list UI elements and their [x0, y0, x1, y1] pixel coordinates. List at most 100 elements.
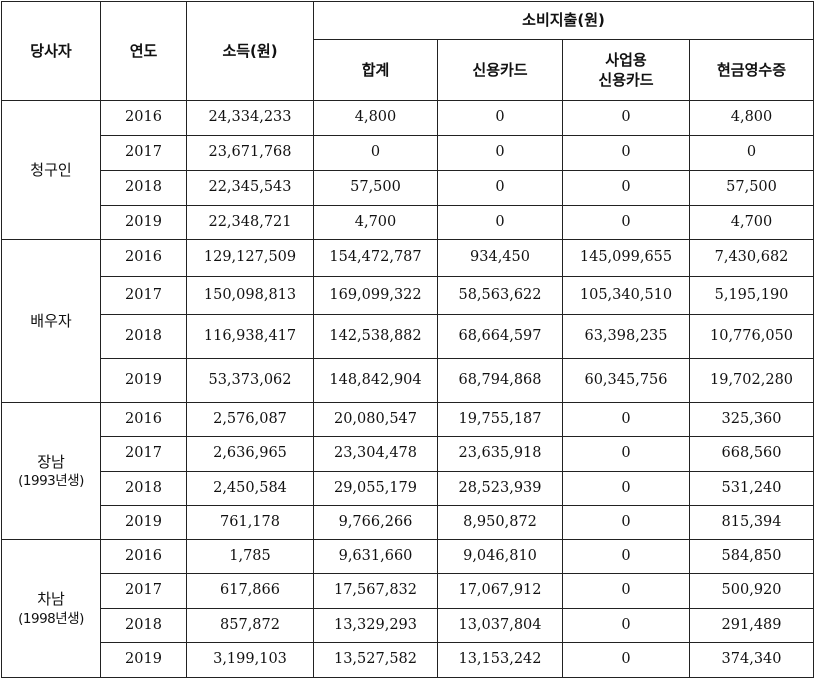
- table-row: 청구인 2016 24,334,233 4,800 0 0 4,800: [1, 100, 814, 240]
- header-credit-card: 신용카드: [437, 39, 563, 101]
- year-cell: 2016: [100, 239, 187, 277]
- business-card-cell: 60,345,756: [562, 358, 690, 403]
- header-spending: 소비지출(원): [312, 1, 814, 40]
- income-cell: 617,866: [186, 573, 314, 609]
- credit-card-cell: 13,153,242: [437, 642, 563, 678]
- cash-receipt-cell: 291,489: [688, 608, 814, 643]
- cash-receipt-cell: 7,430,682: [688, 239, 814, 277]
- cash-receipt-cell: 19,702,280: [688, 358, 814, 403]
- total-cell: 20,080,547: [313, 402, 438, 437]
- business-card-cell: 0: [562, 642, 690, 678]
- year-cell: 2018: [100, 170, 187, 206]
- party-cell: 차남 (1998년생): [1, 539, 101, 678]
- income-cell: 1,785: [186, 539, 314, 574]
- business-card-cell: 0: [562, 205, 690, 240]
- party-cell: 장남 (1993년생): [1, 402, 101, 540]
- cash-receipt-cell: 57,500: [688, 170, 814, 206]
- credit-card-cell: 23,635,918: [437, 436, 563, 472]
- credit-card-cell: 68,794,868: [437, 358, 563, 403]
- table-row: 2018 22,345,543 57,500 0 0 57,500: [2, 170, 814, 206]
- party-name: 배우자: [30, 311, 72, 330]
- cash-receipt-cell: 584,850: [688, 539, 814, 574]
- party-birth-year: (1993년생): [18, 473, 84, 490]
- income-cell: 24,334,233: [186, 100, 314, 136]
- year-cell: 2019: [100, 358, 187, 403]
- header-income: 소득(원): [186, 1, 314, 101]
- business-card-cell: 0: [562, 170, 690, 206]
- total-cell: 13,527,582: [313, 642, 438, 678]
- header-business-card-line2: 신용카드: [598, 71, 654, 89]
- business-card-cell: 0: [562, 539, 690, 574]
- income-cell: 129,127,509: [186, 239, 314, 277]
- header-total: 합계: [313, 39, 438, 101]
- business-card-cell: 0: [562, 100, 690, 136]
- cash-receipt-cell: 4,800: [688, 100, 814, 136]
- year-cell: 2016: [100, 402, 187, 437]
- credit-card-cell: 9,046,810: [437, 539, 563, 574]
- business-card-cell: 0: [562, 608, 690, 643]
- total-cell: 0: [313, 135, 438, 171]
- total-cell: 23,304,478: [313, 436, 438, 472]
- cash-receipt-cell: 4,700: [688, 205, 814, 240]
- year-cell: 2019: [100, 205, 187, 240]
- party-cell: 배우자: [1, 239, 101, 403]
- total-cell: 17,567,832: [313, 573, 438, 609]
- year-cell: 2018: [100, 608, 187, 643]
- credit-card-cell: 58,563,622: [437, 276, 563, 315]
- year-cell: 2016: [100, 539, 187, 574]
- total-cell: 4,700: [313, 205, 438, 240]
- credit-card-cell: 8,950,872: [437, 505, 563, 540]
- header-party: 당사자: [1, 1, 101, 101]
- income-cell: 116,938,417: [186, 314, 314, 359]
- income-cell: 22,345,543: [186, 170, 314, 206]
- cash-receipt-cell: 668,560: [688, 436, 814, 472]
- business-card-cell: 0: [562, 471, 690, 506]
- header-business-card: 사업용 신용카드: [562, 39, 690, 101]
- table-row: 차남 (1998년생) 2016 1,785 9,631,660 9,046,810 0 58…: [1, 539, 814, 678]
- party-name: 청구인: [30, 160, 72, 179]
- year-cell: 2019: [100, 642, 187, 678]
- year-cell: 2016: [100, 100, 187, 136]
- credit-card-cell: 0: [437, 170, 563, 206]
- header-row-2: 합계 신용카드 사업용 신용카드 현금영수증: [2, 39, 814, 101]
- income-cell: 2,636,965: [186, 436, 314, 472]
- cash-receipt-cell: 815,394: [688, 505, 814, 540]
- table-row: 2019 53,373,062 148,842,904 68,794,868 60,34…: [2, 358, 814, 403]
- header-row-1: 당사자 연도 소득(원) 소비지출(원): [1, 1, 814, 101]
- year-cell: 2017: [100, 135, 187, 171]
- table-row: 2017 23,671,768 0 0 0 0: [2, 135, 814, 171]
- cash-receipt-cell: 0: [688, 135, 814, 171]
- credit-card-cell: 68,664,597: [437, 314, 563, 359]
- credit-card-cell: 17,067,912: [437, 573, 563, 609]
- table-row: 2017 617,866 17,567,832 17,067,912 0 500,920: [2, 573, 814, 609]
- table-row: 2018 2,450,584 29,055,179 28,523,939 0 531,24…: [2, 471, 814, 506]
- income-cell: 53,373,062: [186, 358, 314, 403]
- total-cell: 148,842,904: [313, 358, 438, 403]
- total-cell: 29,055,179: [313, 471, 438, 506]
- total-cell: 13,329,293: [313, 608, 438, 643]
- credit-card-cell: 0: [437, 100, 563, 136]
- credit-card-cell: 934,450: [437, 239, 563, 277]
- party-birth-year: (1998년생): [18, 610, 84, 627]
- party-name: 장남: [37, 452, 65, 471]
- income-cell: 761,178: [186, 505, 314, 540]
- header-business-card-line1: 사업용: [605, 50, 647, 69]
- table-row: 2019 761,178 9,766,266 8,950,872 0 815,394: [2, 505, 814, 540]
- table-row: 2018 857,872 13,329,293 13,037,804 0 291,489: [2, 608, 814, 643]
- header-cash-receipt: 현금영수증: [688, 39, 814, 101]
- credit-card-cell: 13,037,804: [437, 608, 563, 643]
- table-row: 2017 2,636,965 23,304,478 23,635,918 0 668,56…: [2, 436, 814, 472]
- credit-card-cell: 0: [437, 205, 563, 240]
- table-row: 2019 3,199,103 13,527,582 13,153,242 0 374,34…: [2, 642, 814, 678]
- business-card-cell: 105,340,510: [562, 276, 690, 315]
- total-cell: 57,500: [313, 170, 438, 206]
- table-row: 배우자 2016 129,127,509 154,472,787 934,450 145,…: [1, 239, 814, 403]
- income-cell: 2,450,584: [186, 471, 314, 506]
- cash-receipt-cell: 10,776,050: [688, 314, 814, 359]
- header-year: 연도: [100, 1, 187, 101]
- business-card-cell: 0: [562, 402, 690, 437]
- year-cell: 2017: [100, 436, 187, 472]
- table-row: 2019 22,348,721 4,700 0 0 4,700: [2, 205, 814, 240]
- credit-card-cell: 28,523,939: [437, 471, 563, 506]
- year-cell: 2019: [100, 505, 187, 540]
